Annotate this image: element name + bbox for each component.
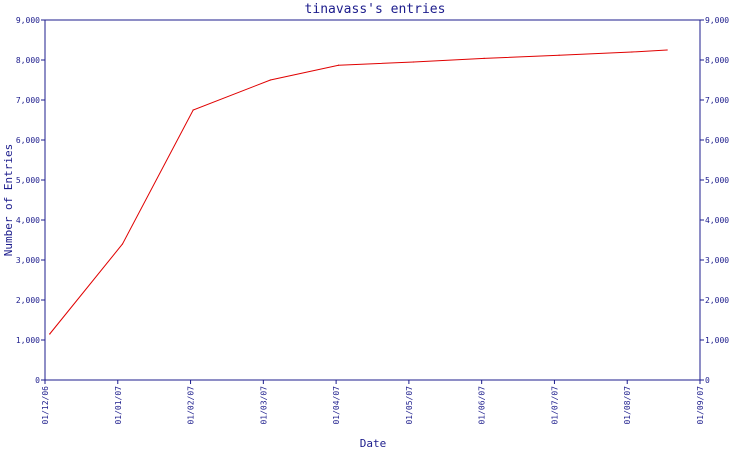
x-tick-label: 01/05/07 (405, 386, 414, 425)
data-point (49, 333, 51, 335)
y-tick-label-right: 5,000 (705, 176, 729, 185)
x-tick-label: 01/09/07 (696, 386, 705, 425)
data-point (192, 109, 194, 111)
y-tick-label-right: 2,000 (705, 296, 729, 305)
y-tick-label-left: 8,000 (16, 56, 40, 65)
x-tick-label: 01/07/07 (550, 386, 559, 425)
y-tick-label-left: 3,000 (16, 256, 40, 265)
plot-area-frame (44, 19, 701, 381)
y-axis-label: Number of Entries (2, 144, 15, 257)
x-axis-label: Date (360, 437, 387, 450)
x-tick-label: 01/06/07 (478, 386, 487, 425)
y-tick-label-left: 5,000 (16, 176, 40, 185)
x-tick-label: 01/12/06 (41, 386, 50, 425)
data-point (558, 54, 560, 56)
x-tick-label: 01/02/07 (187, 386, 196, 425)
series-line (49, 49, 668, 335)
y-tick-label-left: 9,000 (16, 16, 40, 25)
y-tick-label-left: 6,000 (16, 136, 40, 145)
data-point (413, 61, 415, 63)
y-tick-label-right: 1,000 (705, 336, 729, 345)
data-point (337, 64, 340, 66)
y-tick-label-left: 4,000 (16, 216, 40, 225)
x-tick-label: 01/08/07 (623, 386, 632, 425)
y-tick-label-right: 7,000 (705, 96, 729, 105)
y-tick-label-left: 2,000 (16, 296, 40, 305)
chart-title: tinavass's entries (305, 2, 446, 17)
data-point (121, 243, 124, 245)
y-tick-label-right: 6,000 (705, 136, 729, 145)
data-point (269, 79, 271, 81)
x-tick-label: 01/03/07 (259, 386, 268, 425)
x-tick-label: 01/04/07 (332, 386, 341, 425)
data-point (631, 51, 633, 53)
y-tick-label-right: 9,000 (705, 16, 729, 25)
data-point (483, 57, 485, 60)
y-tick-label-left: 7,000 (16, 96, 40, 105)
y-tick-label-right: 3,000 (705, 256, 729, 265)
data-point (666, 49, 668, 51)
y-tick-label-right: 4,000 (705, 216, 729, 225)
y-tick-label-left: 0 (35, 376, 40, 385)
y-tick-label-right: 0 (705, 376, 710, 385)
x-tick-label: 01/01/07 (114, 386, 123, 425)
y-tick-label-right: 8,000 (705, 56, 729, 65)
y-tick-label-left: 1,000 (16, 336, 40, 345)
